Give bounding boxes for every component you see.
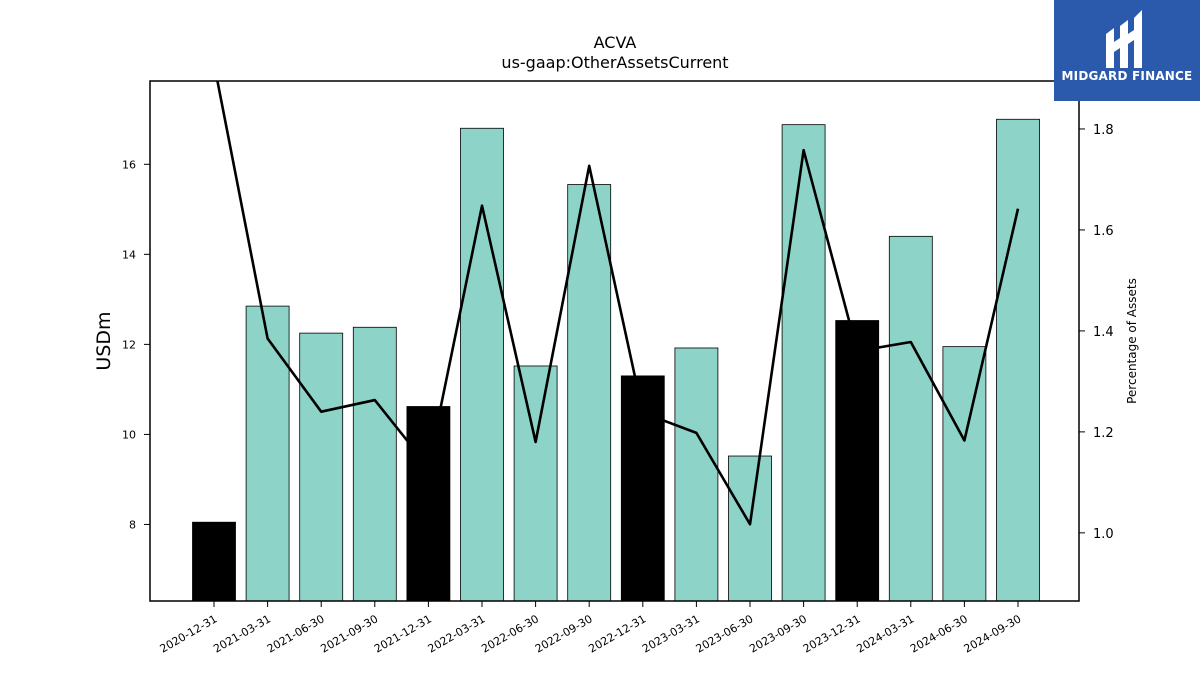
x-tick-label-2023-12-31: 2023-12-31 [801, 612, 863, 655]
y2-tick-label-1.2: 1.2 [1093, 426, 1114, 441]
y2-tick-label-1: 1.0 [1093, 527, 1114, 542]
y-tick-label-14: 14 [122, 248, 136, 261]
bar-2023-06-30 [728, 455, 772, 602]
bar-2023-03-31 [674, 347, 719, 602]
y-tick-label-10: 10 [122, 428, 136, 441]
x-tick-label-2024-03-31: 2024-03-31 [854, 612, 916, 655]
x-tick-label-2021-12-31: 2021-12-31 [372, 612, 434, 655]
x-tick-label-2022-06-30: 2022-06-30 [479, 612, 541, 655]
bar-2021-09-30 [352, 326, 397, 602]
line-series [216, 81, 1020, 526]
bar-2022-03-31 [460, 127, 504, 602]
plot-frame [149, 80, 1080, 602]
bar-2020-12-31 [192, 521, 236, 602]
brand-logo: MIDGARD FINANCE [1054, 0, 1200, 101]
logo-text: MIDGARD FINANCE [1061, 69, 1193, 83]
bar-2022-09-30 [567, 184, 612, 602]
x-tick-label-2022-12-31: 2022-12-31 [586, 612, 648, 655]
bar-2024-03-31 [888, 235, 933, 602]
y2-tick-label-1.8: 1.8 [1093, 123, 1114, 138]
bar-2022-06-30 [513, 365, 558, 602]
x-tick-label-2021-09-30: 2021-09-30 [318, 612, 380, 655]
x-tick-label-2021-03-31: 2021-03-31 [211, 612, 273, 655]
x-tick-label-2024-06-30: 2024-06-30 [908, 612, 970, 655]
bar-2024-06-30 [942, 346, 987, 602]
bar-2024-09-30 [996, 118, 1040, 602]
bar-2021-06-30 [299, 332, 344, 602]
y-tick-label-8: 8 [129, 518, 136, 531]
bar-2021-03-31 [245, 305, 290, 602]
y-tick-label-12: 12 [122, 338, 136, 351]
chart-title: ACVA [594, 33, 637, 52]
x-tick-label-2022-09-30: 2022-09-30 [533, 612, 595, 655]
x-tick-label-2023-03-31: 2023-03-31 [640, 612, 702, 655]
x-tick-label-2021-06-30: 2021-06-30 [265, 612, 327, 655]
logo-mark-icon [1106, 10, 1142, 68]
y-axis-label: USDm [93, 311, 115, 370]
x-tick-label-2022-03-31: 2022-03-31 [426, 612, 488, 655]
y-tick-label-16: 16 [122, 158, 136, 171]
y2-tick-label-1.6: 1.6 [1093, 224, 1114, 239]
y2-axis-label: Percentage of Assets [1125, 278, 1139, 404]
x-tick-label-2024-09-30: 2024-09-30 [962, 612, 1024, 655]
x-tick-label-2023-06-30: 2023-06-30 [694, 612, 756, 655]
bar-2021-12-31 [406, 406, 451, 602]
bar-2023-09-30 [781, 124, 826, 602]
x-tick-label-2020-12-31: 2020-12-31 [158, 612, 220, 655]
x-tick-label-2023-09-30: 2023-09-30 [747, 612, 809, 655]
bar-2023-12-31 [835, 320, 880, 602]
y2-tick-label-1.4: 1.4 [1093, 325, 1114, 340]
chart-subtitle: us-gaap:OtherAssetsCurrent [501, 53, 728, 72]
